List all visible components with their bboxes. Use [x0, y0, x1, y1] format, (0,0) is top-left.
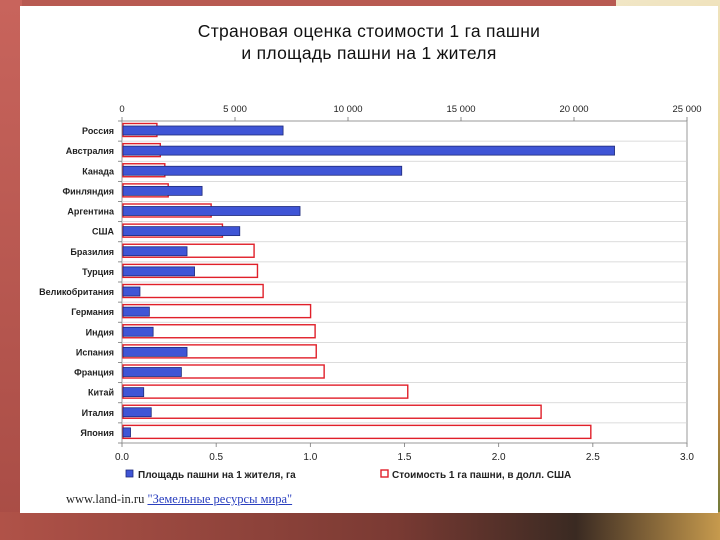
area-bar	[122, 125, 284, 136]
area-bar	[122, 246, 188, 257]
cost-bar	[122, 283, 264, 299]
category-label: Турция	[82, 267, 114, 277]
bar-chart: 0 5 000 10 000 15 000 20 000 25 000 0.0 0.5 1.0 1…	[39, 104, 701, 481]
area-bar	[122, 226, 241, 237]
category-label: Великобритания	[39, 287, 114, 297]
legend-label-cost: Стоимость 1 га пашни, в долл. США	[392, 470, 571, 481]
bottom-decor-band	[0, 512, 720, 540]
area-bar	[122, 407, 152, 418]
source-link[interactable]: "Земельные ресурсы мира"	[147, 492, 293, 506]
category-label: Аргентина	[67, 207, 115, 217]
bottom-axis-tick-label: 1.5	[398, 452, 412, 463]
cost-bar	[122, 303, 312, 319]
top-axis-tick-label: 5 000	[223, 104, 247, 115]
top-axis-tick-label: 25 000	[672, 104, 701, 115]
bottom-axis-tick-label: 2.0	[492, 452, 506, 463]
category-label: Китай	[88, 388, 114, 398]
area-bar	[122, 427, 131, 438]
category-label: Германия	[71, 307, 114, 317]
category-label: Россия	[82, 126, 114, 136]
legend-label-area: Площадь пашни на 1 жителя, га	[138, 470, 296, 481]
area-bar	[122, 326, 154, 337]
area-bar	[122, 286, 141, 297]
top-axis-tick-label: 15 000	[446, 104, 475, 115]
category-label: США	[92, 227, 115, 237]
cost-bar	[122, 384, 409, 399]
area-bar	[122, 266, 195, 277]
area-bar	[122, 306, 150, 317]
left-decor-stripe	[0, 0, 22, 540]
category-label: Индия	[86, 327, 114, 337]
chart-title: Страновая оценка стоимости 1 га пашни и …	[20, 20, 718, 64]
area-bar	[122, 206, 301, 216]
area-bar	[122, 185, 203, 196]
category-label: Япония	[80, 428, 114, 438]
top-axis-tick-label: 0	[119, 104, 124, 115]
area-bar	[122, 387, 145, 398]
category-label: Финляндия	[62, 186, 114, 196]
bottom-axis-tick-label: 3.0	[680, 452, 694, 463]
slide: Страновая оценка стоимости 1 га пашни и …	[20, 6, 718, 513]
chart-title-line2: и площадь пашни на 1 жителя	[241, 43, 497, 63]
category-label: Франция	[74, 368, 114, 378]
source-url: www.land-in.ru	[66, 492, 148, 506]
source-note: www.land-in.ru "Земельные ресурсы мира"	[66, 492, 292, 507]
area-bar	[122, 346, 188, 357]
area-bar	[122, 165, 403, 176]
area-bar	[122, 145, 615, 156]
area-bar	[122, 367, 182, 377]
top-axis-tick-label: 20 000	[559, 104, 588, 115]
top-axis-tick-label: 10 000	[333, 104, 362, 115]
legend-swatch-cost	[380, 469, 389, 478]
category-label: Испания	[76, 347, 114, 357]
cost-bar	[122, 424, 592, 440]
cost-bar	[122, 404, 542, 419]
legend-swatch-area	[125, 469, 134, 478]
category-label: Италия	[82, 408, 114, 418]
bottom-axis-tick-label: 0.5	[209, 452, 223, 463]
bottom-axis-tick-label: 0.0	[115, 452, 129, 463]
category-label: Канада	[82, 166, 115, 176]
chart-title-line1: Страновая оценка стоимости 1 га пашни	[197, 21, 541, 41]
bottom-axis-tick-label: 2.5	[586, 452, 600, 463]
category-label: Австралия	[66, 146, 114, 156]
category-label: Бразилия	[70, 247, 114, 257]
bottom-axis-tick-label: 1.0	[303, 452, 317, 463]
